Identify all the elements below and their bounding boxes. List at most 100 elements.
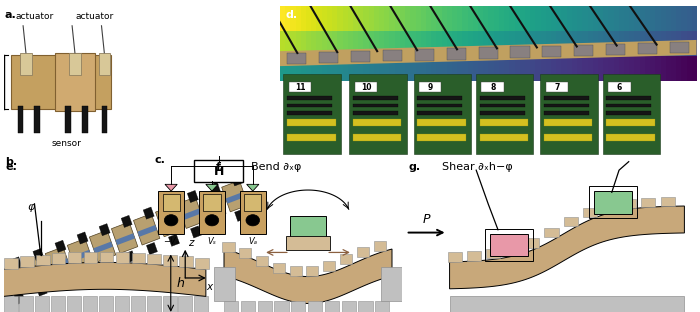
Bar	[480, 134, 528, 141]
Bar	[308, 301, 322, 312]
Bar	[480, 111, 525, 115]
Bar	[84, 252, 97, 262]
Bar	[606, 104, 652, 107]
Polygon shape	[1, 264, 27, 295]
Bar	[417, 104, 462, 107]
Polygon shape	[116, 233, 135, 245]
Bar	[291, 301, 305, 312]
Bar	[116, 252, 129, 263]
Polygon shape	[280, 40, 696, 66]
Polygon shape	[55, 240, 66, 252]
Text: Vₐ: Vₐ	[248, 237, 258, 246]
Bar	[606, 111, 652, 115]
Polygon shape	[178, 197, 204, 228]
Bar	[382, 267, 402, 301]
Bar	[4, 258, 18, 269]
Text: −Vₐ: −Vₐ	[163, 237, 179, 246]
Polygon shape	[231, 174, 242, 186]
Bar	[99, 296, 113, 312]
Bar	[351, 51, 370, 62]
Bar	[146, 296, 160, 312]
Bar	[622, 199, 636, 208]
Bar	[162, 296, 176, 312]
Bar	[606, 119, 655, 126]
Bar	[544, 104, 589, 107]
Bar	[638, 43, 657, 54]
Bar	[115, 296, 129, 312]
Polygon shape	[71, 250, 91, 262]
Polygon shape	[23, 255, 50, 286]
Text: Shear ∂ₓh−φ: Shear ∂ₓh−φ	[442, 162, 513, 172]
Bar	[68, 252, 81, 263]
Bar	[349, 74, 407, 154]
Circle shape	[164, 215, 178, 226]
Polygon shape	[67, 239, 94, 270]
Polygon shape	[449, 206, 685, 289]
Bar	[20, 296, 34, 312]
Bar	[287, 96, 332, 100]
Polygon shape	[80, 267, 91, 280]
Bar	[417, 119, 466, 126]
Bar	[52, 253, 66, 264]
Bar	[449, 296, 685, 312]
Bar	[540, 74, 598, 154]
Bar	[467, 251, 481, 261]
Polygon shape	[199, 189, 226, 220]
FancyBboxPatch shape	[199, 191, 225, 234]
Bar	[179, 256, 193, 267]
Polygon shape	[225, 192, 245, 204]
Text: Bend ∂ₓφ: Bend ∂ₓφ	[251, 162, 302, 172]
FancyBboxPatch shape	[158, 191, 184, 234]
Bar	[323, 261, 335, 271]
Bar	[447, 48, 466, 60]
Text: actuator: actuator	[76, 12, 113, 21]
Bar	[545, 228, 559, 237]
Bar	[353, 134, 402, 141]
Bar	[239, 248, 251, 258]
Text: 6: 6	[617, 83, 622, 92]
Bar	[355, 82, 377, 92]
Bar	[51, 296, 65, 312]
Bar	[476, 74, 533, 154]
FancyBboxPatch shape	[290, 216, 326, 240]
Bar	[375, 301, 389, 312]
FancyBboxPatch shape	[244, 194, 261, 211]
Polygon shape	[165, 184, 177, 191]
Polygon shape	[58, 275, 69, 288]
Text: 10: 10	[360, 83, 371, 92]
Bar	[99, 53, 110, 75]
Bar	[486, 249, 500, 258]
Text: sensor: sensor	[52, 139, 81, 149]
Bar	[342, 301, 356, 312]
Bar	[353, 96, 398, 100]
Bar	[132, 252, 145, 263]
Bar	[214, 267, 235, 301]
Text: e.: e.	[6, 162, 18, 172]
Bar	[83, 296, 97, 312]
Bar	[224, 301, 238, 312]
Polygon shape	[125, 251, 135, 263]
Bar	[256, 256, 268, 266]
Polygon shape	[4, 262, 206, 296]
Bar	[661, 197, 675, 206]
Bar	[258, 301, 272, 312]
Text: c.: c.	[155, 155, 166, 165]
Bar	[319, 52, 338, 63]
Polygon shape	[224, 249, 392, 304]
Text: z: z	[188, 238, 194, 248]
Bar	[670, 42, 690, 53]
Polygon shape	[27, 266, 47, 278]
Polygon shape	[204, 200, 223, 212]
Bar	[608, 82, 631, 92]
Bar	[223, 242, 234, 252]
Polygon shape	[90, 230, 116, 262]
Text: g.: g.	[408, 162, 421, 172]
Bar	[287, 119, 335, 126]
Bar	[4, 296, 18, 312]
Bar	[274, 301, 288, 312]
Bar	[353, 111, 398, 115]
FancyBboxPatch shape	[204, 194, 220, 211]
Bar	[34, 106, 40, 133]
Bar	[641, 197, 655, 207]
Polygon shape	[234, 209, 246, 222]
